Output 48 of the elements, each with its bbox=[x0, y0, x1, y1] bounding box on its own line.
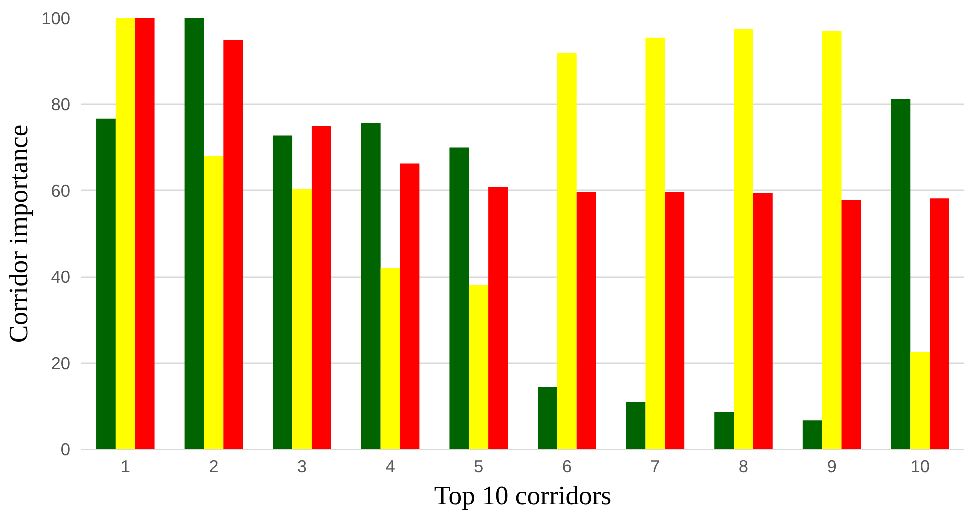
bar bbox=[714, 412, 734, 450]
bar bbox=[646, 38, 666, 450]
bar bbox=[135, 18, 155, 450]
bar bbox=[273, 136, 293, 450]
bar bbox=[891, 100, 911, 450]
x-tick-label: 5 bbox=[474, 456, 484, 476]
bar bbox=[734, 29, 754, 450]
bar bbox=[753, 193, 773, 450]
bar bbox=[930, 198, 950, 450]
x-tick-label: 4 bbox=[386, 456, 396, 476]
x-tick-label: 8 bbox=[738, 456, 749, 476]
y-tick-label: 0 bbox=[60, 440, 71, 460]
bar bbox=[538, 387, 558, 450]
bar bbox=[910, 352, 930, 450]
x-tick-label: 9 bbox=[827, 456, 837, 476]
x-tick-label: 2 bbox=[209, 456, 219, 476]
x-tick-label: 3 bbox=[297, 456, 308, 476]
bar bbox=[488, 187, 508, 450]
bar bbox=[380, 268, 400, 450]
bar bbox=[822, 31, 842, 450]
y-tick-label: 40 bbox=[51, 267, 71, 288]
y-tick-label: 60 bbox=[51, 180, 71, 201]
x-tick-label: 7 bbox=[650, 456, 660, 476]
y-tick-label: 100 bbox=[42, 8, 71, 28]
bar bbox=[557, 52, 577, 450]
bar bbox=[576, 192, 596, 450]
bar bbox=[96, 118, 116, 450]
y-axis-title: Corridor importance bbox=[4, 124, 34, 344]
x-axis-title: Top 10 corridors bbox=[434, 480, 612, 510]
bar bbox=[450, 148, 470, 450]
bar bbox=[116, 18, 136, 450]
bar bbox=[224, 40, 244, 450]
x-tick-label: 6 bbox=[562, 456, 572, 476]
bar bbox=[204, 156, 224, 450]
bar bbox=[361, 123, 381, 450]
bar bbox=[842, 200, 862, 450]
x-tick-label: 10 bbox=[910, 456, 930, 476]
bar bbox=[469, 285, 489, 450]
bar bbox=[400, 164, 420, 450]
bar bbox=[184, 18, 204, 450]
bar bbox=[665, 192, 685, 450]
x-tick-label: 1 bbox=[120, 456, 130, 476]
bar bbox=[312, 126, 332, 450]
bar bbox=[292, 189, 312, 450]
bar bbox=[626, 402, 646, 450]
bar bbox=[802, 420, 822, 450]
y-tick-label: 20 bbox=[51, 353, 71, 374]
y-tick-label: 80 bbox=[51, 94, 71, 115]
